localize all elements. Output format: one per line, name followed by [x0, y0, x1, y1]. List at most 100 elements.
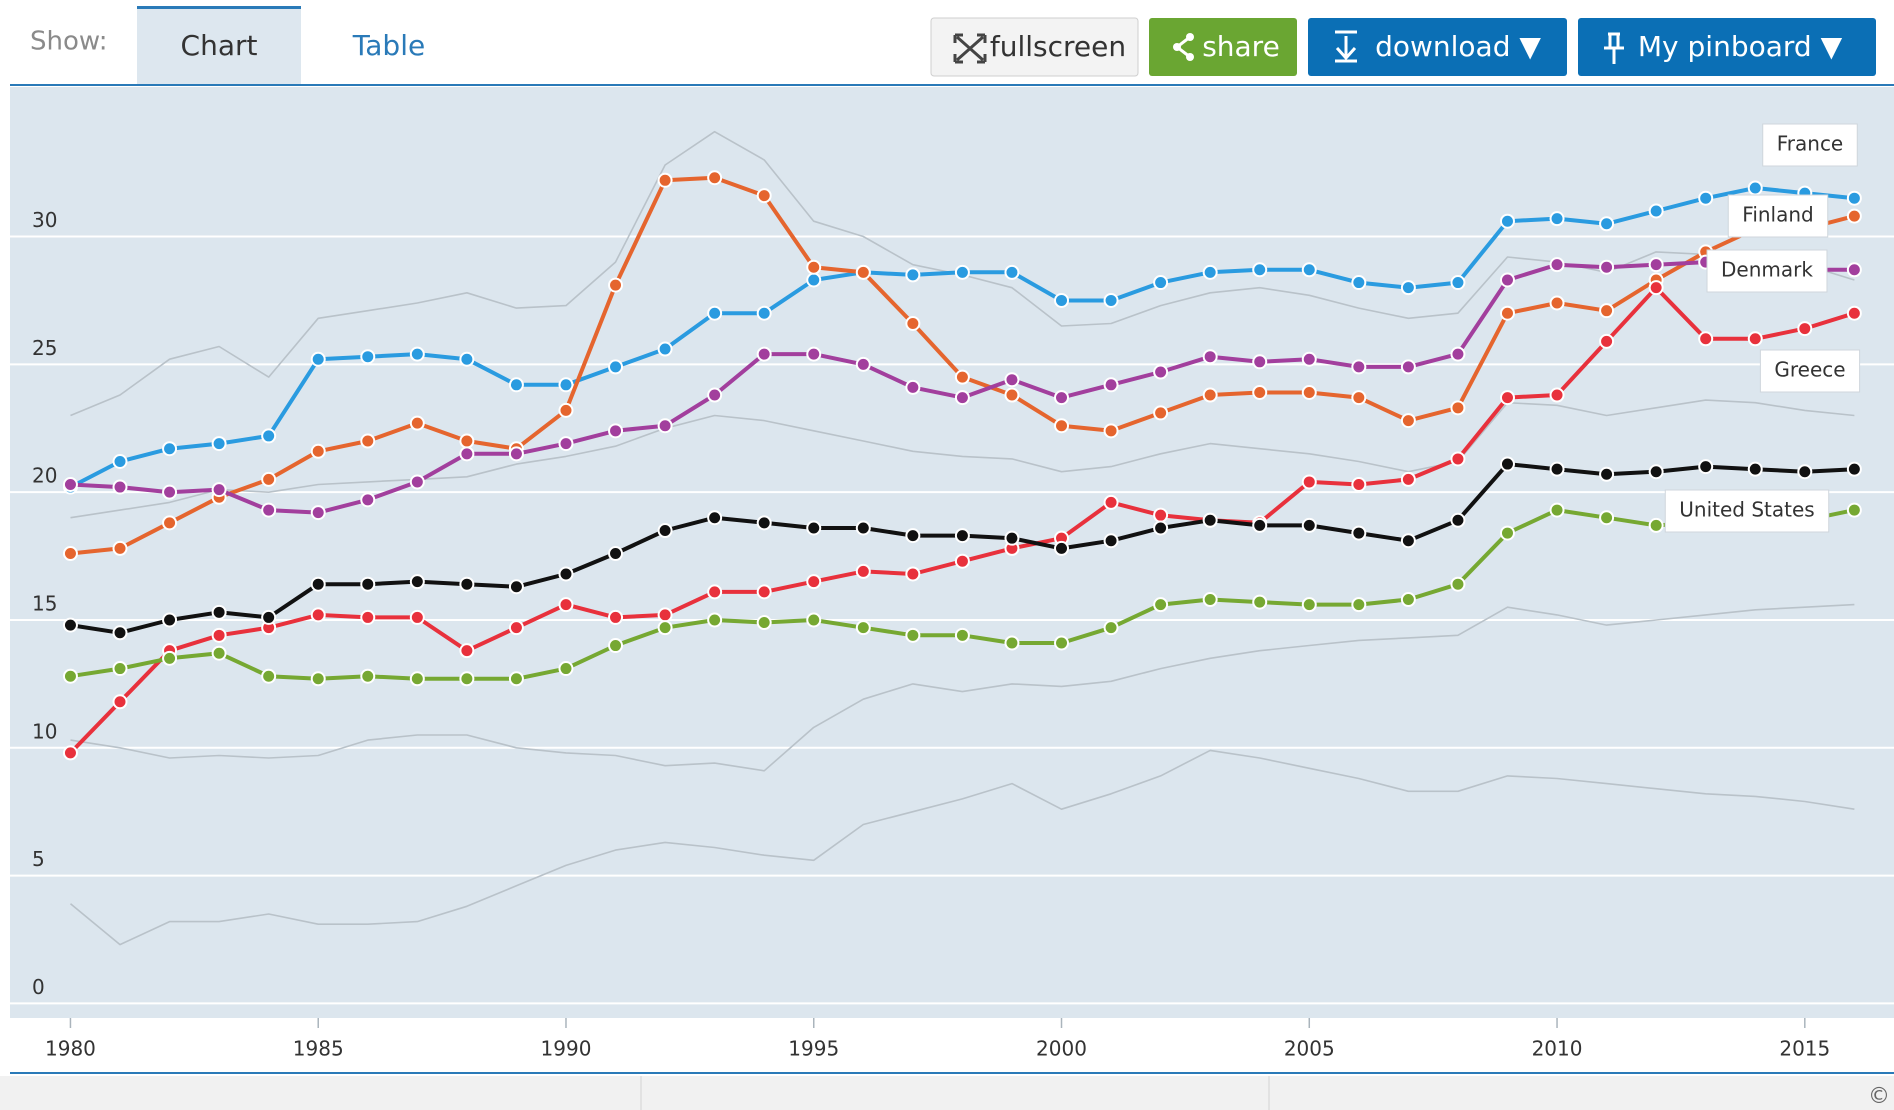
point	[1450, 275, 1466, 291]
point	[409, 609, 425, 625]
point	[1103, 292, 1119, 308]
point	[112, 479, 128, 495]
point	[558, 597, 574, 613]
point	[1202, 264, 1218, 280]
point	[1499, 390, 1515, 406]
point	[162, 484, 178, 500]
y-tick-label: 25	[32, 336, 57, 360]
point	[1252, 384, 1268, 400]
point	[905, 627, 921, 643]
point	[1400, 413, 1416, 429]
tab-label[interactable]: Chart	[181, 29, 258, 62]
point	[1004, 530, 1020, 546]
point	[1499, 525, 1515, 541]
series-label: Denmark	[1706, 249, 1828, 293]
button-label[interactable]: My pinboard ▼	[1638, 30, 1843, 63]
fullscreen-button[interactable]: fullscreen	[930, 17, 1139, 77]
x-tick-label: 1985	[293, 1037, 344, 1061]
series-label: France	[1762, 123, 1858, 167]
point	[707, 510, 723, 526]
point	[1599, 303, 1615, 319]
point	[1202, 592, 1218, 608]
point	[905, 566, 921, 582]
point	[310, 607, 326, 623]
y-tick-label: 20	[32, 464, 57, 488]
point	[954, 369, 970, 385]
point	[756, 305, 772, 321]
footer-divider	[640, 1076, 642, 1110]
tab-label[interactable]: Table	[352, 29, 425, 62]
chart-tab[interactable]: Chart	[137, 6, 301, 86]
button-bg	[1149, 18, 1297, 76]
point	[112, 661, 128, 677]
point	[1004, 635, 1020, 651]
point	[806, 612, 822, 628]
point	[112, 540, 128, 556]
point	[954, 528, 970, 544]
point	[1103, 377, 1119, 393]
point	[1351, 477, 1367, 493]
point	[608, 609, 624, 625]
point	[608, 277, 624, 293]
point	[1301, 474, 1317, 490]
label-box	[1664, 489, 1830, 533]
point	[1747, 180, 1763, 196]
point	[954, 390, 970, 406]
point	[508, 377, 524, 393]
point	[310, 505, 326, 521]
point	[1599, 510, 1615, 526]
point	[657, 172, 673, 188]
point	[657, 607, 673, 623]
toolbar-rule	[10, 84, 1894, 86]
point	[1599, 259, 1615, 275]
point	[62, 477, 78, 493]
point	[112, 453, 128, 469]
point	[1103, 423, 1119, 439]
point	[1648, 464, 1664, 480]
point	[1549, 257, 1565, 273]
pin-icon	[1604, 32, 1624, 64]
share-button[interactable]: share	[1149, 18, 1297, 76]
point	[508, 579, 524, 595]
point	[756, 188, 772, 204]
point	[1846, 262, 1862, 278]
point	[1153, 364, 1169, 380]
point	[1351, 525, 1367, 541]
point	[1846, 208, 1862, 224]
series-label-text: United States	[1679, 498, 1814, 522]
x-tick-label: 1990	[541, 1037, 592, 1061]
point	[657, 523, 673, 539]
series-label-text: Denmark	[1721, 258, 1813, 282]
button-label[interactable]: share	[1202, 30, 1280, 63]
pinboard-button[interactable]: My pinboard ▼	[1578, 18, 1876, 76]
label-box	[1706, 249, 1828, 293]
x-tick-label: 2000	[1036, 1037, 1087, 1061]
point	[905, 267, 921, 283]
button-label[interactable]: fullscreen	[990, 30, 1126, 63]
point	[1252, 594, 1268, 610]
point	[508, 671, 524, 687]
point	[1004, 372, 1020, 388]
download-button[interactable]: download ▼	[1308, 18, 1567, 76]
point	[1599, 216, 1615, 232]
series-label: Greece	[1759, 349, 1861, 393]
point	[1698, 331, 1714, 347]
button-label[interactable]: download ▼	[1375, 30, 1541, 63]
point	[1797, 321, 1813, 337]
point	[211, 482, 227, 498]
point	[1351, 359, 1367, 375]
point	[756, 346, 772, 362]
point	[608, 638, 624, 654]
point	[1599, 333, 1615, 349]
point	[954, 264, 970, 280]
point	[508, 620, 524, 636]
point	[1648, 517, 1664, 533]
point	[657, 418, 673, 434]
point	[1499, 272, 1515, 288]
point	[459, 351, 475, 367]
x-tick-label: 1980	[45, 1037, 96, 1061]
point	[1400, 471, 1416, 487]
footer-divider	[1268, 1076, 1270, 1110]
point	[162, 612, 178, 628]
point	[558, 436, 574, 452]
